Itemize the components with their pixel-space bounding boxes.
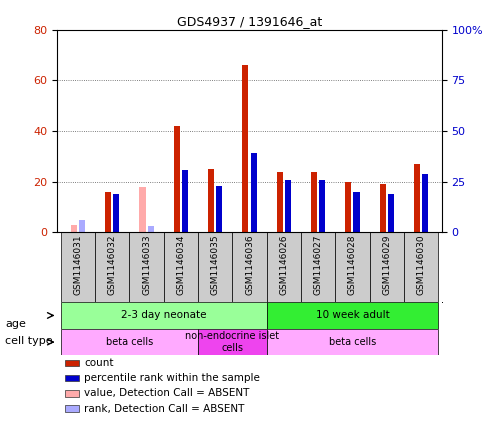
Bar: [65, 360, 78, 366]
Bar: [250, 153, 256, 232]
Text: GSM1146032: GSM1146032: [108, 234, 117, 295]
Bar: [198, 232, 233, 302]
Bar: [319, 180, 325, 232]
Bar: [65, 375, 78, 382]
Text: age: age: [5, 319, 26, 330]
Text: GSM1146027: GSM1146027: [313, 234, 323, 295]
Text: GSM1146034: GSM1146034: [176, 234, 186, 295]
Bar: [71, 225, 77, 232]
Bar: [164, 232, 198, 302]
Bar: [233, 232, 266, 302]
Bar: [65, 406, 78, 412]
Text: GSM1146029: GSM1146029: [382, 234, 391, 295]
Bar: [422, 173, 428, 232]
Text: 2-3 day neonate: 2-3 day neonate: [121, 310, 207, 321]
Bar: [345, 182, 351, 232]
Bar: [276, 172, 283, 232]
Bar: [61, 329, 198, 355]
Bar: [148, 226, 154, 232]
Bar: [139, 187, 146, 232]
Text: percentile rank within the sample: percentile rank within the sample: [84, 373, 260, 383]
Bar: [95, 232, 129, 302]
Bar: [335, 232, 370, 302]
Bar: [414, 164, 420, 232]
Text: rank, Detection Call = ABSENT: rank, Detection Call = ABSENT: [84, 404, 245, 414]
Text: GSM1146035: GSM1146035: [211, 234, 220, 295]
Text: non-endocrine islet
cells: non-endocrine islet cells: [185, 331, 279, 353]
Bar: [182, 170, 188, 232]
Bar: [65, 390, 78, 397]
Bar: [216, 186, 223, 232]
Bar: [370, 232, 404, 302]
Bar: [404, 232, 438, 302]
Bar: [61, 232, 95, 302]
Bar: [266, 329, 438, 355]
Bar: [311, 172, 317, 232]
Bar: [129, 232, 164, 302]
Text: GSM1146030: GSM1146030: [417, 234, 426, 295]
Bar: [174, 126, 180, 232]
Title: GDS4937 / 1391646_at: GDS4937 / 1391646_at: [177, 16, 322, 28]
Text: 10 week adult: 10 week adult: [315, 310, 389, 321]
Text: GSM1146036: GSM1146036: [245, 234, 254, 295]
Bar: [301, 232, 335, 302]
Bar: [285, 180, 291, 232]
Bar: [243, 65, 249, 232]
Bar: [208, 169, 214, 232]
Text: GSM1146026: GSM1146026: [279, 234, 288, 295]
Text: GSM1146031: GSM1146031: [73, 234, 82, 295]
Bar: [79, 220, 85, 232]
Text: count: count: [84, 358, 114, 368]
Text: GSM1146028: GSM1146028: [348, 234, 357, 295]
Bar: [61, 302, 266, 329]
Bar: [113, 194, 119, 232]
Bar: [105, 192, 111, 232]
Bar: [380, 184, 386, 232]
Text: GSM1146033: GSM1146033: [142, 234, 151, 295]
Bar: [266, 302, 438, 329]
Text: beta cells: beta cells: [329, 337, 376, 347]
Text: cell type: cell type: [5, 335, 52, 346]
Bar: [198, 329, 266, 355]
Text: beta cells: beta cells: [106, 337, 153, 347]
Bar: [388, 194, 394, 232]
Bar: [266, 232, 301, 302]
Text: value, Detection Call = ABSENT: value, Detection Call = ABSENT: [84, 388, 250, 398]
Bar: [353, 192, 360, 232]
